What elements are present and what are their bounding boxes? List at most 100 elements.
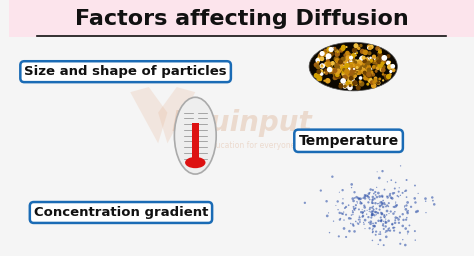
Point <box>392 218 399 222</box>
Point <box>422 199 429 203</box>
Point <box>373 230 380 234</box>
Point <box>347 62 355 66</box>
Point <box>333 59 341 63</box>
Point <box>386 65 394 69</box>
Point <box>368 213 376 217</box>
Point <box>379 223 386 227</box>
Point <box>386 229 394 233</box>
Point <box>376 63 384 67</box>
Point <box>323 199 330 203</box>
Point <box>368 198 376 202</box>
Point <box>386 192 394 196</box>
Point <box>360 222 368 226</box>
Point <box>402 207 410 211</box>
Point <box>355 218 363 222</box>
Point <box>355 60 363 64</box>
Point <box>350 62 357 66</box>
Point <box>359 210 367 214</box>
Point <box>332 204 340 208</box>
Point <box>351 69 358 73</box>
Point <box>359 65 367 69</box>
Point <box>347 61 355 65</box>
Point <box>355 46 363 50</box>
Point <box>374 81 382 85</box>
Point <box>376 230 384 234</box>
Point <box>367 77 375 81</box>
Point <box>355 196 362 200</box>
Point <box>389 222 396 227</box>
Point <box>385 226 393 230</box>
Point <box>347 63 355 67</box>
Point <box>395 217 402 221</box>
Point <box>383 229 390 233</box>
Point <box>331 69 339 73</box>
Point <box>374 66 382 70</box>
Point <box>360 56 367 60</box>
Point <box>390 68 397 72</box>
Point <box>371 59 379 63</box>
Point <box>354 60 362 65</box>
Point <box>349 60 357 65</box>
Point <box>385 201 392 205</box>
Point <box>340 71 347 76</box>
Point <box>334 208 342 212</box>
Point <box>368 59 376 63</box>
Point <box>368 45 375 49</box>
Point <box>401 189 409 193</box>
Point <box>403 204 410 208</box>
Point <box>349 54 357 58</box>
Point <box>352 53 360 57</box>
Point <box>404 209 412 213</box>
Point <box>369 207 377 211</box>
Point <box>342 53 349 57</box>
Point <box>379 222 387 226</box>
Point <box>373 210 380 214</box>
Point <box>326 65 333 69</box>
Point <box>357 76 365 80</box>
Point <box>318 64 326 68</box>
Point <box>346 83 354 88</box>
Point <box>381 213 388 217</box>
Point <box>389 196 396 200</box>
Point <box>367 220 374 224</box>
Point <box>387 178 395 182</box>
Point <box>318 72 325 76</box>
Point <box>378 68 385 72</box>
Point <box>349 66 357 70</box>
Point <box>367 187 374 191</box>
Point <box>382 73 389 78</box>
Point <box>378 211 385 216</box>
Point <box>312 63 320 67</box>
Point <box>351 63 359 67</box>
Point <box>345 66 352 70</box>
Point <box>369 226 377 230</box>
Point <box>346 229 353 233</box>
Point <box>380 243 388 247</box>
Point <box>397 193 404 197</box>
Point <box>366 190 374 195</box>
Point <box>381 214 388 218</box>
Point <box>335 70 342 74</box>
Point <box>385 74 392 79</box>
Point <box>355 222 362 226</box>
Point <box>339 57 347 61</box>
Text: Education for everyone: Education for everyone <box>206 141 296 151</box>
Point <box>370 59 377 63</box>
Point <box>392 200 400 204</box>
Point <box>358 55 366 59</box>
Point <box>333 58 341 62</box>
Point <box>380 202 387 206</box>
Point <box>361 71 368 75</box>
Point <box>350 62 357 67</box>
Point <box>349 65 356 69</box>
Point <box>352 83 360 87</box>
Point <box>316 54 324 58</box>
Point <box>349 66 357 70</box>
Point <box>352 74 359 78</box>
Point <box>316 72 324 76</box>
Point <box>369 221 377 226</box>
Point <box>351 63 358 67</box>
Point <box>366 79 374 83</box>
Point <box>367 56 374 60</box>
Point <box>395 195 402 199</box>
